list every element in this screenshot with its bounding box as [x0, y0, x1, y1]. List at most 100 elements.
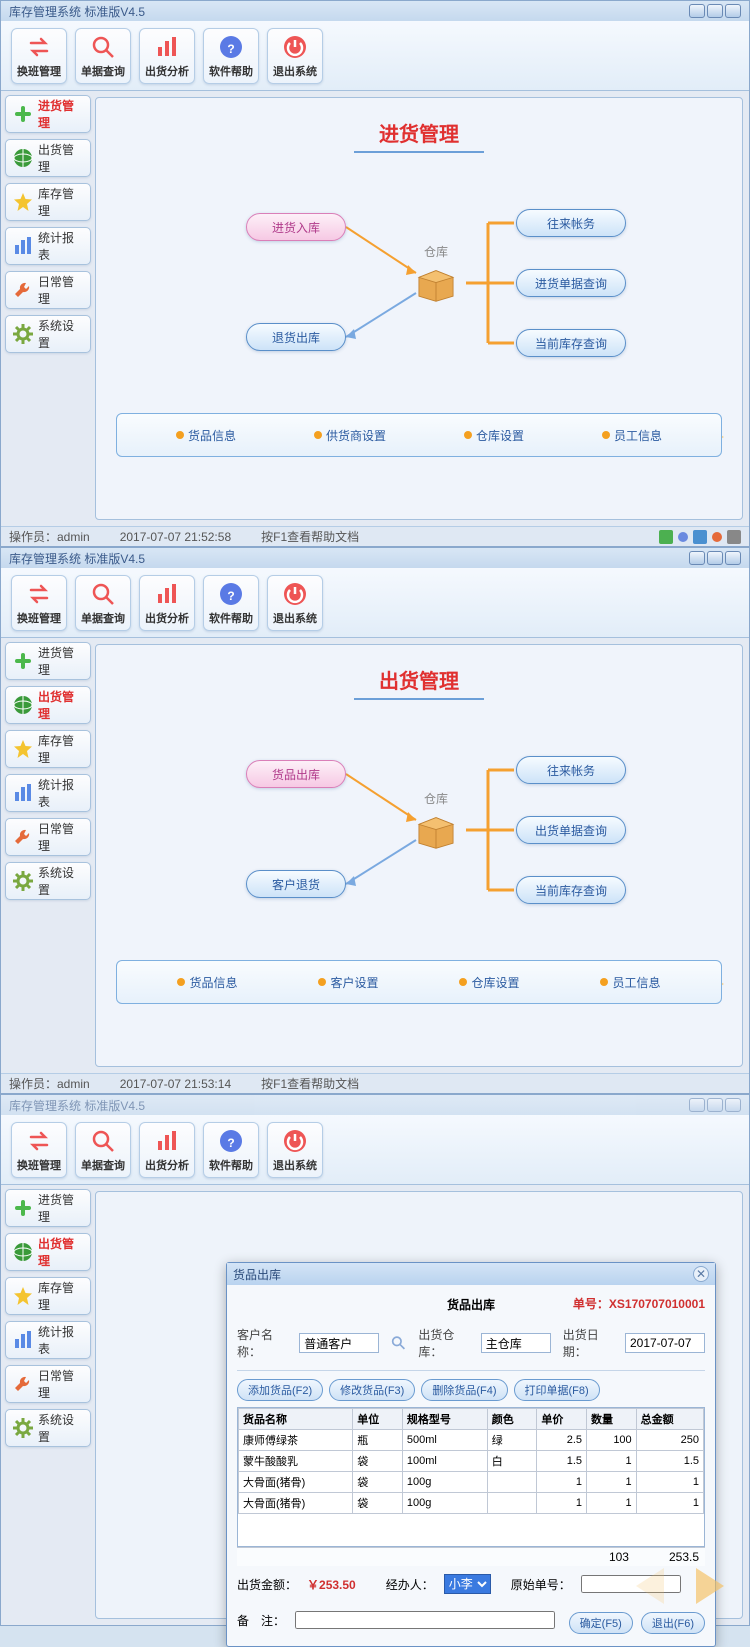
amount-value: ￥253.50	[307, 1576, 356, 1593]
page-title: 进货管理	[354, 118, 484, 153]
diagram-right-node-0[interactable]: 往来帐务	[516, 209, 626, 237]
minimize-button[interactable]	[689, 551, 705, 565]
date-input[interactable]	[625, 1333, 705, 1353]
dialog-close-button[interactable]: ✕	[693, 1266, 709, 1282]
toolbar-chart-button[interactable]: 出货分析	[139, 28, 195, 84]
sidebar-item-3[interactable]: 统计报表	[5, 774, 91, 812]
sidebar-item-3[interactable]: 统计报表	[5, 1321, 91, 1359]
sidebar-item-2[interactable]: 库存管理	[5, 1277, 91, 1315]
diagram-right-node-2[interactable]: 当前库存查询	[516, 329, 626, 357]
toolbar-swap-button[interactable]: 换班管理	[11, 1122, 67, 1178]
diagram-left-node-1[interactable]: 客户退货	[246, 870, 346, 898]
table-row[interactable]: 大骨面(猪骨)袋100g111	[239, 1472, 704, 1493]
bottom-link-3[interactable]: 员工信息	[600, 974, 660, 991]
bottom-link-2[interactable]: 仓库设置	[459, 974, 519, 991]
sidebar-item-5[interactable]: 系统设置	[5, 315, 91, 353]
ok-button[interactable]: 确定(F5)	[569, 1612, 633, 1634]
customer-input[interactable]	[299, 1333, 379, 1353]
diagram-right-node-0[interactable]: 往来帐务	[516, 756, 626, 784]
sidebar-item-3[interactable]: 统计报表	[5, 227, 91, 265]
toolbar-label: 单据查询	[81, 1157, 125, 1173]
bottom-link-label: 员工信息	[612, 974, 660, 991]
dialog-action-1[interactable]: 修改货品(F3)	[329, 1379, 415, 1401]
sidebar-item-1[interactable]: 出货管理	[5, 1233, 91, 1271]
toolbar-help-button[interactable]: ?软件帮助	[203, 1122, 259, 1178]
toolbar-exit-button[interactable]: 退出系统	[267, 28, 323, 84]
toolbar-search-button[interactable]: 单据查询	[75, 28, 131, 84]
toolbar-swap-button[interactable]: 换班管理	[11, 575, 67, 631]
bottom-link-1[interactable]: 客户设置	[318, 974, 378, 991]
toolbar-chart-button[interactable]: 出货分析	[139, 575, 195, 631]
bottom-link-0[interactable]: 货品信息	[177, 974, 237, 991]
app-window-2: 库存管理系统 标准版V4.5 换班管理单据查询出货分析?软件帮助退出系统 进货管…	[0, 547, 750, 1094]
toolbar-help-button[interactable]: ?软件帮助	[203, 28, 259, 84]
sidebar-item-0[interactable]: 进货管理	[5, 1189, 91, 1227]
toolbar-search-button[interactable]: 单据查询	[75, 575, 131, 631]
nav-next-icon[interactable]	[684, 1562, 732, 1610]
close-button[interactable]	[725, 1098, 741, 1112]
sidebar-label: 统计报表	[38, 229, 84, 263]
bottom-link-0[interactable]: 货品信息	[176, 427, 236, 444]
toolbar-search-button[interactable]: 单据查询	[75, 1122, 131, 1178]
sidebar-item-0[interactable]: 进货管理	[5, 95, 91, 133]
diagram-left-node-1[interactable]: 退货出库	[246, 323, 346, 351]
wrench-icon	[12, 1373, 34, 1395]
toolbar-exit-button[interactable]: 退出系统	[267, 1122, 323, 1178]
bottom-link-label: 供货商设置	[326, 427, 386, 444]
diagram-left-node-0[interactable]: 货品出库	[246, 760, 346, 788]
sidebar-item-1[interactable]: 出货管理	[5, 686, 91, 724]
dialog-action-0[interactable]: 添加货品(F2)	[237, 1379, 323, 1401]
toolbar-swap-button[interactable]: 换班管理	[11, 28, 67, 84]
cancel-button[interactable]: 退出(F6)	[641, 1612, 705, 1634]
gear-icon	[12, 1417, 34, 1439]
maximize-button[interactable]	[707, 551, 723, 565]
diagram-right-node-2[interactable]: 当前库存查询	[516, 876, 626, 904]
remark-input[interactable]	[295, 1611, 555, 1629]
table-row[interactable]: 蒙牛酸酸乳袋100ml白1.511.5	[239, 1451, 704, 1472]
sidebar-item-5[interactable]: 系统设置	[5, 1409, 91, 1447]
sidebar-item-4[interactable]: 日常管理	[5, 818, 91, 856]
toolbar-label: 换班管理	[17, 63, 61, 79]
dialog-action-3[interactable]: 打印单据(F8)	[514, 1379, 600, 1401]
minimize-button[interactable]	[689, 1098, 705, 1112]
handler-select[interactable]: 小李	[444, 1574, 491, 1594]
toolbar-help-button[interactable]: ?软件帮助	[203, 575, 259, 631]
close-button[interactable]	[725, 551, 741, 565]
app-window-1: 库存管理系统 标准版V4.5 换班管理单据查询出货分析?软件帮助退出系统 进货管…	[0, 0, 750, 547]
minimize-button[interactable]	[689, 4, 705, 18]
toolbar-label: 软件帮助	[209, 1157, 253, 1173]
sidebar-item-4[interactable]: 日常管理	[5, 271, 91, 309]
sidebar-item-0[interactable]: 进货管理	[5, 642, 91, 680]
sidebar-item-1[interactable]: 出货管理	[5, 139, 91, 177]
sidebar-item-2[interactable]: 库存管理	[5, 183, 91, 221]
bottom-link-1[interactable]: 供货商设置	[314, 427, 386, 444]
help-icon: ?	[217, 33, 245, 61]
warehouse-input[interactable]	[481, 1333, 551, 1353]
diagram-right-node-1[interactable]: 进货单据查询	[516, 269, 626, 297]
maximize-button[interactable]	[707, 4, 723, 18]
diagram-left-node-0[interactable]: 进货入库	[246, 213, 346, 241]
search-icon[interactable]	[391, 1334, 406, 1352]
dialog-action-2[interactable]: 删除货品(F4)	[421, 1379, 507, 1401]
toolbar-label: 出货分析	[145, 63, 189, 79]
nav-prev-icon[interactable]	[628, 1562, 676, 1610]
table-row[interactable]: 大骨面(猪骨)袋100g111	[239, 1493, 704, 1514]
dialog-heading: 货品出库	[447, 1298, 495, 1312]
bottom-link-3[interactable]: 员工信息	[602, 427, 662, 444]
table-row[interactable]: 康师傅绿茶瓶500ml绿2.5100250	[239, 1430, 704, 1451]
sidebar: 进货管理出货管理库存管理统计报表日常管理系统设置	[1, 91, 95, 526]
bottom-link-bar: 货品信息 客户设置 仓库设置 员工信息	[116, 960, 722, 1004]
star-icon	[12, 1285, 34, 1307]
sidebar-label: 系统设置	[38, 864, 84, 898]
sidebar-item-5[interactable]: 系统设置	[5, 862, 91, 900]
close-button[interactable]	[725, 4, 741, 18]
bottom-link-2[interactable]: 仓库设置	[464, 427, 524, 444]
maximize-button[interactable]	[707, 1098, 723, 1112]
bottom-link-bar: 货品信息 供货商设置 仓库设置 员工信息	[116, 413, 722, 457]
toolbar-chart-button[interactable]: 出货分析	[139, 1122, 195, 1178]
diagram-right-node-1[interactable]: 出货单据查询	[516, 816, 626, 844]
sidebar-label: 出货管理	[38, 688, 84, 722]
sidebar-item-4[interactable]: 日常管理	[5, 1365, 91, 1403]
toolbar-exit-button[interactable]: 退出系统	[267, 575, 323, 631]
sidebar-item-2[interactable]: 库存管理	[5, 730, 91, 768]
